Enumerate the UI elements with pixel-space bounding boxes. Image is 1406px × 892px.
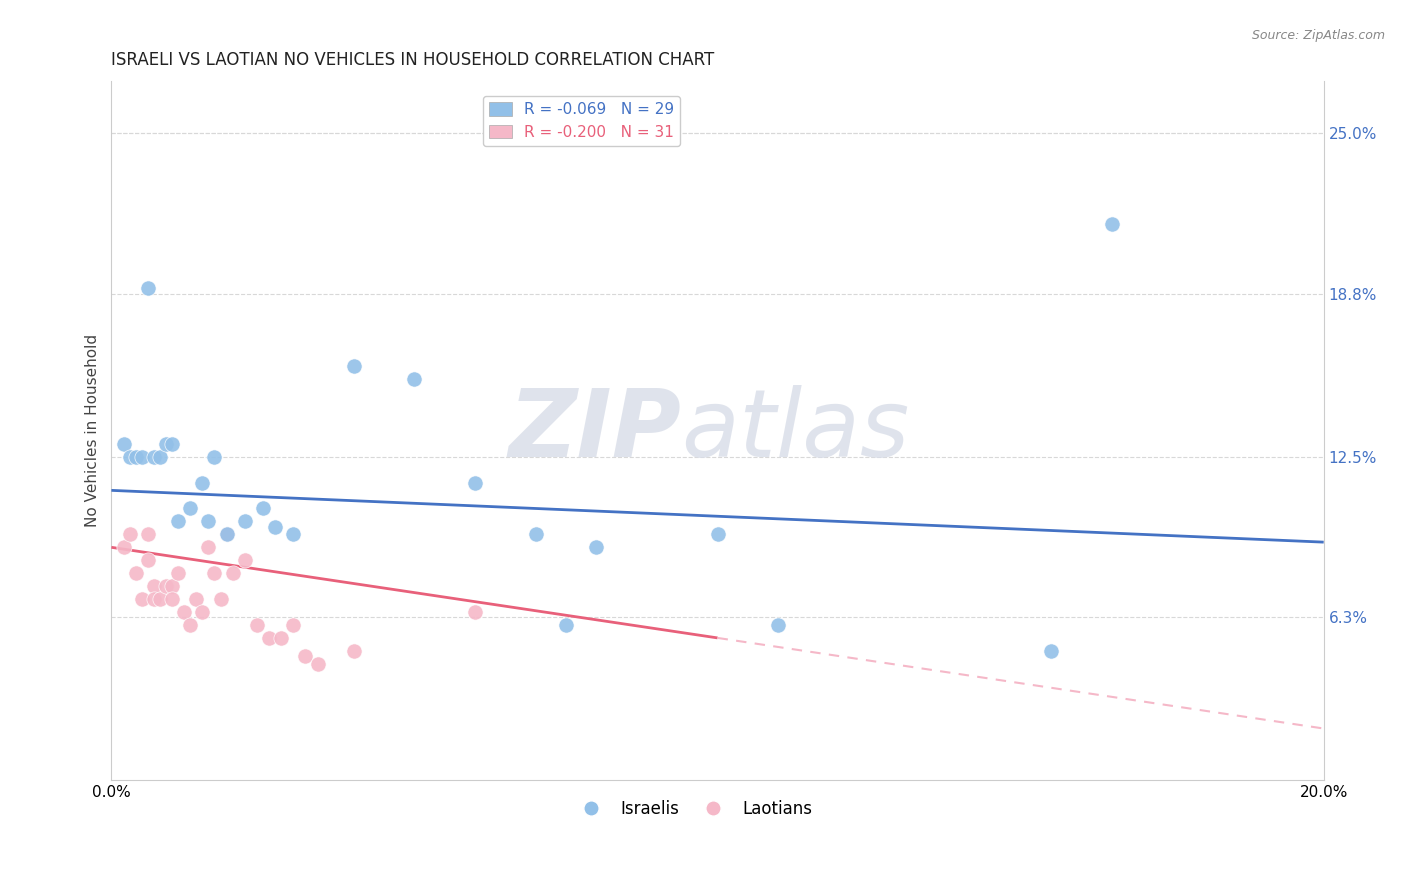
Point: [155, 579, 177, 593]
Point: [270, 631, 292, 645]
Point: [191, 475, 214, 490]
Point: [585, 541, 607, 555]
Point: [149, 450, 172, 464]
Point: [464, 475, 486, 490]
Point: [204, 566, 226, 581]
Point: [1039, 644, 1062, 658]
Point: [233, 515, 256, 529]
Point: [167, 515, 190, 529]
Legend: Israelis, Laotians: Israelis, Laotians: [567, 793, 820, 824]
Point: [131, 592, 153, 607]
Text: ZIP: ZIP: [509, 384, 681, 477]
Point: [155, 436, 177, 450]
Point: [118, 527, 141, 541]
Point: [160, 592, 183, 607]
Point: [555, 618, 578, 632]
Point: [118, 450, 141, 464]
Point: [283, 527, 305, 541]
Point: [149, 592, 172, 607]
Point: [179, 501, 201, 516]
Point: [160, 579, 183, 593]
Point: [215, 527, 238, 541]
Text: Source: ZipAtlas.com: Source: ZipAtlas.com: [1251, 29, 1385, 42]
Point: [179, 618, 201, 632]
Point: [136, 527, 159, 541]
Point: [197, 515, 219, 529]
Point: [186, 592, 208, 607]
Point: [191, 605, 214, 619]
Point: [131, 450, 153, 464]
Point: [252, 501, 274, 516]
Point: [112, 436, 135, 450]
Y-axis label: No Vehicles in Household: No Vehicles in Household: [86, 334, 100, 527]
Point: [294, 648, 316, 663]
Point: [524, 527, 547, 541]
Point: [766, 618, 789, 632]
Point: [142, 579, 165, 593]
Point: [233, 553, 256, 567]
Point: [706, 527, 728, 541]
Point: [167, 566, 190, 581]
Point: [124, 450, 146, 464]
Text: ISRAELI VS LAOTIAN NO VEHICLES IN HOUSEHOLD CORRELATION CHART: ISRAELI VS LAOTIAN NO VEHICLES IN HOUSEH…: [111, 51, 714, 69]
Point: [464, 605, 486, 619]
Point: [204, 450, 226, 464]
Text: atlas: atlas: [681, 385, 910, 476]
Point: [264, 519, 287, 533]
Point: [142, 592, 165, 607]
Point: [246, 618, 269, 632]
Point: [215, 527, 238, 541]
Point: [136, 281, 159, 295]
Point: [404, 372, 426, 386]
Point: [257, 631, 280, 645]
Point: [343, 359, 366, 373]
Point: [142, 450, 165, 464]
Point: [1101, 217, 1123, 231]
Point: [209, 592, 232, 607]
Point: [197, 541, 219, 555]
Point: [221, 566, 243, 581]
Point: [173, 605, 195, 619]
Point: [112, 541, 135, 555]
Point: [124, 566, 146, 581]
Point: [136, 553, 159, 567]
Point: [307, 657, 329, 671]
Point: [283, 618, 305, 632]
Point: [343, 644, 366, 658]
Point: [160, 436, 183, 450]
